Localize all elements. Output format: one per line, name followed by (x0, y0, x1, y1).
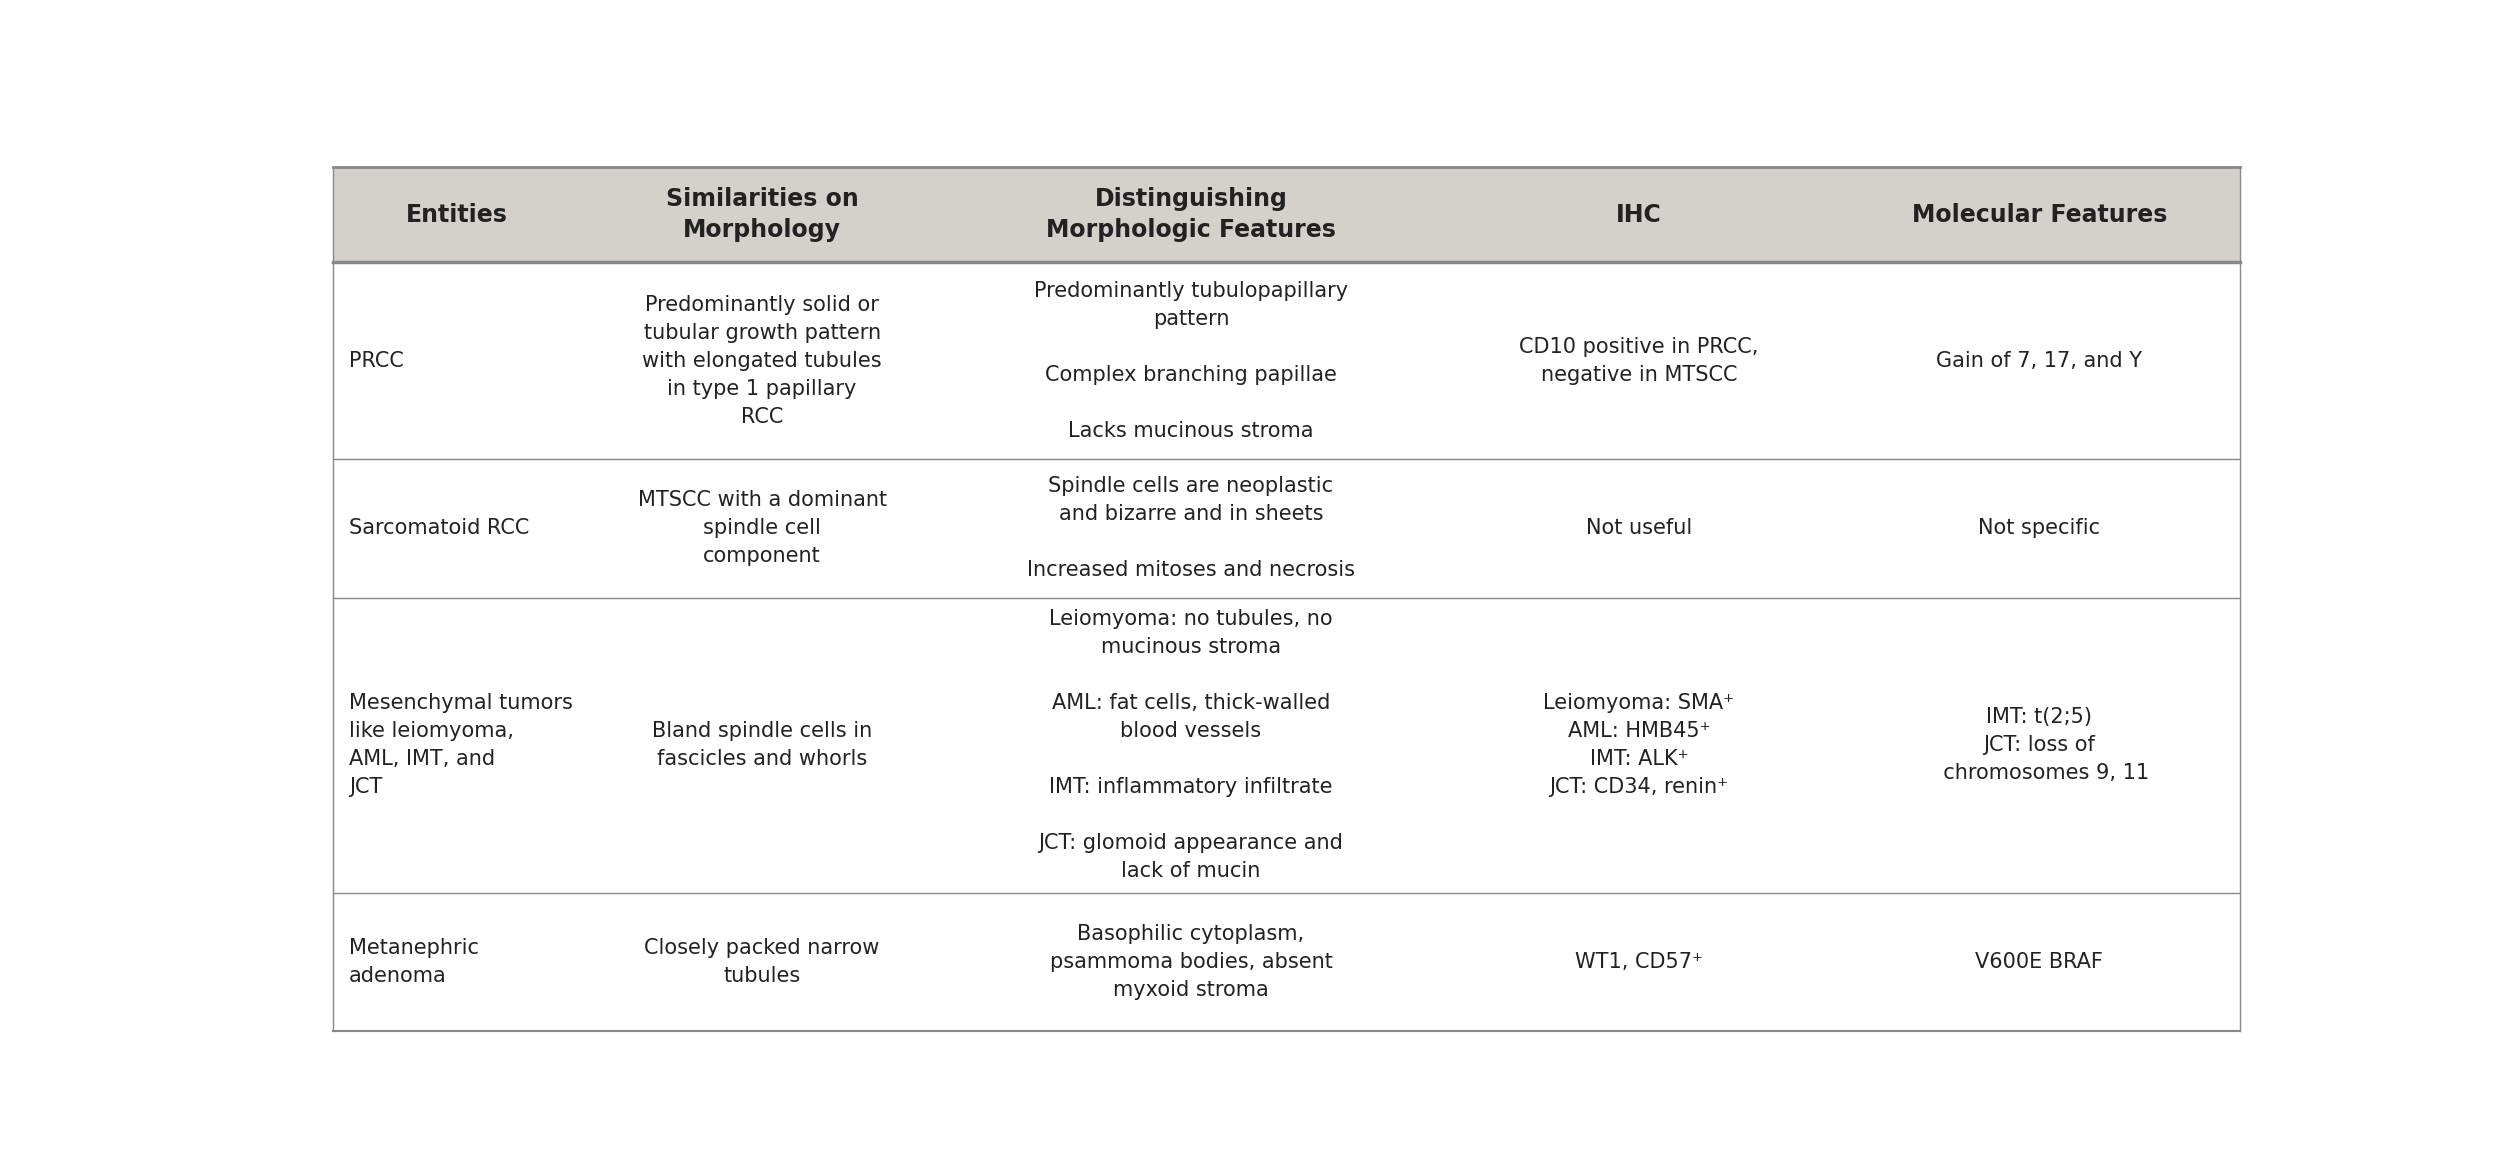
Bar (334, 167, 2239, 262)
Text: Not specific: Not specific (1978, 518, 2101, 539)
Bar (334, 459, 2239, 597)
Text: Predominantly tubulopapillary
pattern

Complex branching papillae

Lacks mucinou: Predominantly tubulopapillary pattern Co… (1034, 281, 1348, 441)
Text: Basophilic cytoplasm,
psammoma bodies, absent
myxoid stroma: Basophilic cytoplasm, psammoma bodies, a… (1049, 925, 1333, 1001)
Text: CD10 positive in PRCC,
negative in MTSCC: CD10 positive in PRCC, negative in MTSCC (1519, 337, 1760, 385)
Text: Metanephric
adenoma: Metanephric adenoma (349, 938, 479, 987)
Text: Sarcomatoid RCC: Sarcomatoid RCC (349, 518, 530, 539)
Text: MTSCC with a dominant
spindle cell
component: MTSCC with a dominant spindle cell compo… (638, 490, 886, 567)
Text: Bland spindle cells in
fascicles and whorls: Bland spindle cells in fascicles and who… (653, 721, 873, 769)
Bar (334, 597, 2239, 893)
Text: V600E BRAF: V600E BRAF (1975, 952, 2103, 973)
Text: Closely packed narrow
tubules: Closely packed narrow tubules (645, 938, 881, 987)
Text: PRCC: PRCC (349, 351, 404, 371)
Text: Not useful: Not useful (1586, 518, 1692, 539)
Text: Leiomyoma: no tubules, no
mucinous stroma

AML: fat cells, thick-walled
blood ve: Leiomyoma: no tubules, no mucinous strom… (1039, 609, 1343, 881)
Text: Spindle cells are neoplastic
and bizarre and in sheets

Increased mitoses and ne: Spindle cells are neoplastic and bizarre… (1027, 477, 1355, 580)
Bar (334, 893, 2239, 1031)
Text: Entities: Entities (407, 202, 507, 227)
Text: Leiomyoma: SMA⁺
AML: HMB45⁺
IMT: ALK⁺
JCT: CD34, renin⁺: Leiomyoma: SMA⁺ AML: HMB45⁺ IMT: ALK⁺ JC… (1544, 693, 1734, 797)
Text: WT1, CD57⁺: WT1, CD57⁺ (1576, 952, 1704, 973)
Text: IHC: IHC (1616, 202, 1662, 227)
Text: Mesenchymal tumors
like leiomyoma,
AML, IMT, and
JCT: Mesenchymal tumors like leiomyoma, AML, … (349, 693, 572, 797)
Text: Molecular Features: Molecular Features (1913, 202, 2166, 227)
Text: Predominantly solid or
tubular growth pattern
with elongated tubules
in type 1 p: Predominantly solid or tubular growth pa… (643, 295, 881, 427)
Bar (334, 262, 2239, 459)
Text: Gain of 7, 17, and Y: Gain of 7, 17, and Y (1935, 351, 2144, 371)
Text: Similarities on
Morphology: Similarities on Morphology (665, 187, 858, 242)
Text: IMT: t(2;5)
JCT: loss of
  chromosomes 9, 11: IMT: t(2;5) JCT: loss of chromosomes 9, … (1930, 707, 2149, 783)
Text: Distinguishing
Morphologic Features: Distinguishing Morphologic Features (1047, 187, 1335, 242)
